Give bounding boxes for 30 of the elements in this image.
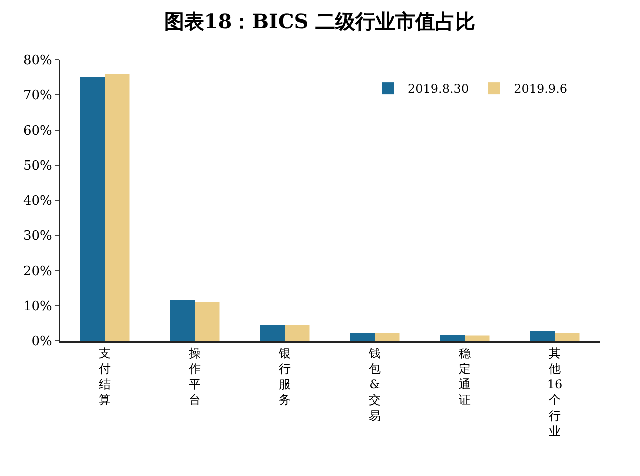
bar bbox=[375, 333, 400, 341]
y-tick-label: 20% bbox=[23, 264, 52, 280]
bar bbox=[530, 331, 555, 341]
x-tick-label: 稳定通证 bbox=[459, 346, 471, 408]
x-tick-label: 操作平台 bbox=[188, 346, 201, 408]
y-tick-label: 50% bbox=[23, 158, 52, 174]
bar bbox=[555, 333, 580, 341]
bar bbox=[350, 333, 375, 341]
y-tick-label: 70% bbox=[23, 88, 52, 104]
y-tick-label: 80% bbox=[23, 54, 52, 69]
y-tick-label: 10% bbox=[23, 299, 52, 314]
bar bbox=[80, 78, 105, 341]
x-tick-label: 其他16个行业 bbox=[547, 346, 563, 438]
legend-label: 2019.9.6 bbox=[514, 82, 568, 96]
y-tick-label: 60% bbox=[23, 124, 52, 139]
y-tick-label: 0% bbox=[32, 334, 52, 350]
bar bbox=[440, 335, 465, 341]
bar bbox=[105, 74, 130, 341]
bar bbox=[465, 336, 490, 341]
x-tick-label: 支付结算 bbox=[98, 346, 111, 408]
bar bbox=[285, 326, 310, 341]
bar bbox=[170, 300, 195, 341]
legend-label: 2019.8.30 bbox=[408, 82, 470, 96]
x-tick-label: 银行服务 bbox=[278, 346, 291, 408]
bar bbox=[260, 326, 285, 341]
x-tick-label: 钱包&交易 bbox=[368, 346, 381, 423]
y-tick-label: 40% bbox=[23, 194, 52, 210]
y-tick-label: 30% bbox=[23, 229, 52, 244]
chart-title: 图表18：BICS 二级行业市值占比 bbox=[164, 9, 476, 34]
bar bbox=[195, 302, 220, 341]
